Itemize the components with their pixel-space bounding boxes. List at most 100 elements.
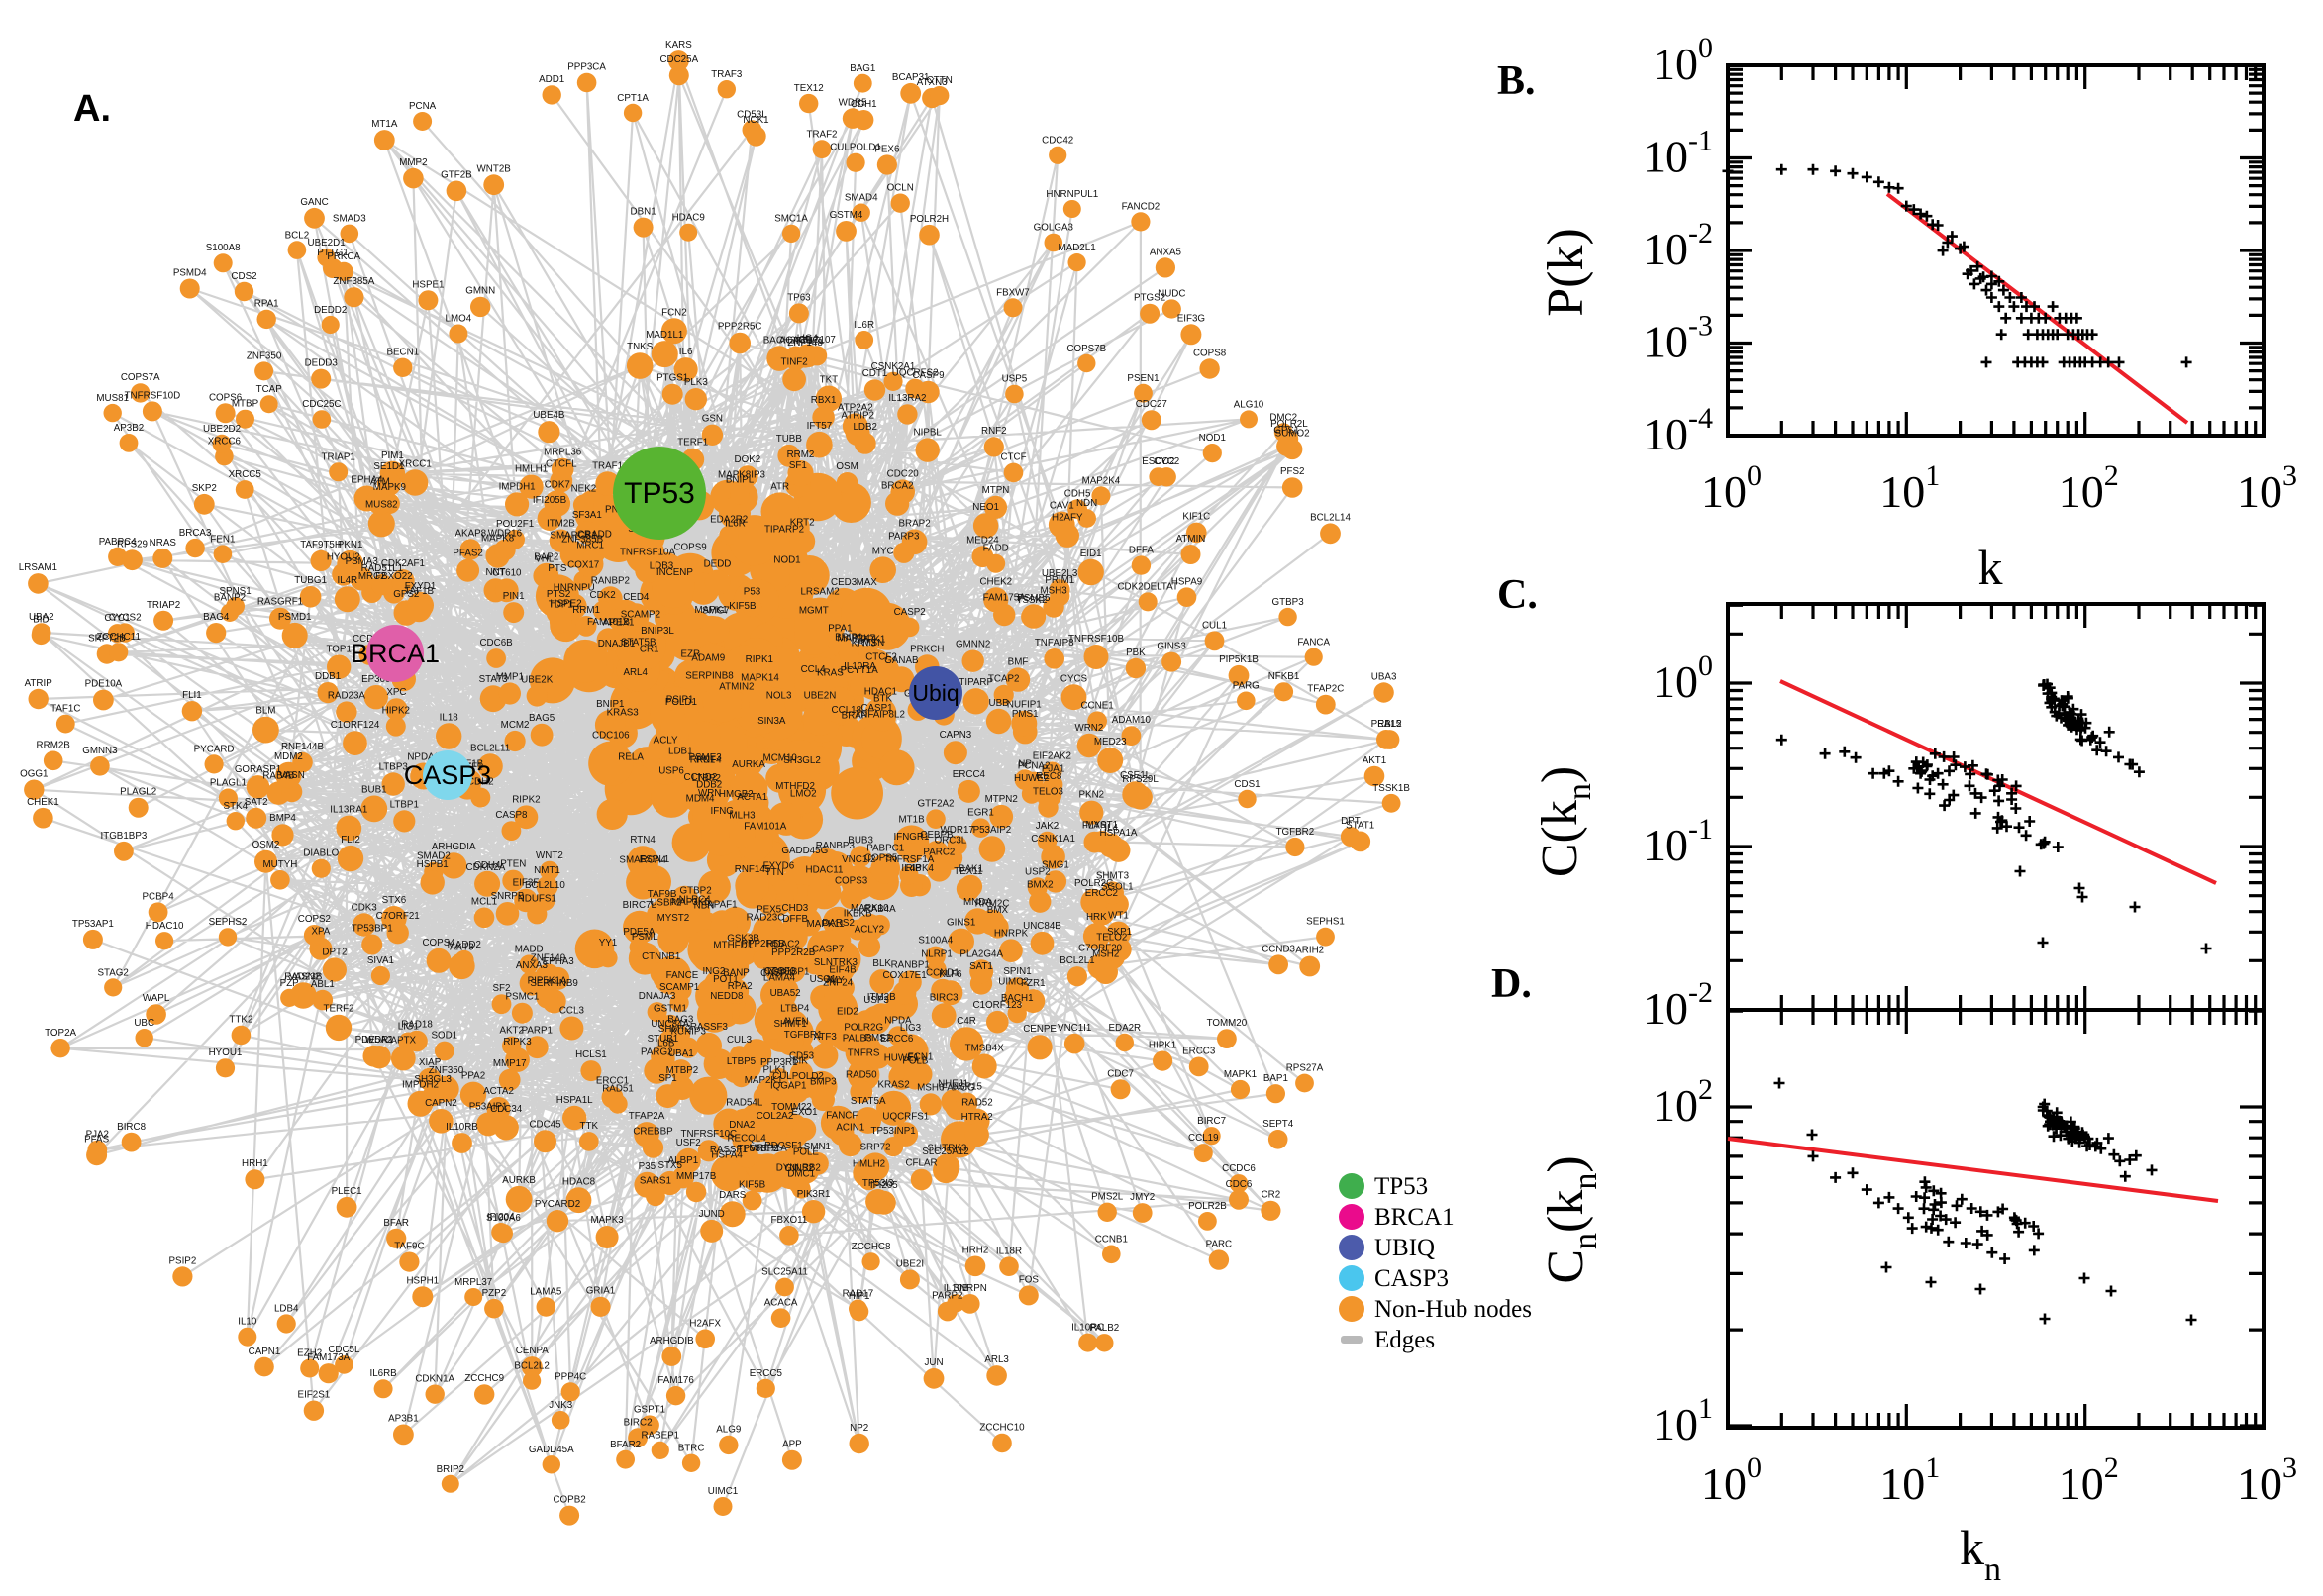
svg-text:MMP2: MMP2: [399, 157, 427, 168]
svg-text:APEX1: APEX1: [603, 618, 635, 629]
svg-text:IKBKB: IKBKB: [844, 909, 872, 920]
svg-text:BID: BID: [33, 615, 49, 626]
svg-text:NDUFS1: NDUFS1: [518, 893, 556, 904]
svg-text:PEX6: PEX6: [874, 144, 900, 154]
svg-text:KARS: KARS: [665, 40, 692, 50]
svg-text:TINF2: TINF2: [780, 356, 807, 367]
svg-text:SF1: SF1: [789, 460, 807, 471]
svg-text:HUWE1: HUWE1: [884, 1053, 919, 1064]
svg-text:CDC7: CDC7: [1107, 1068, 1134, 1079]
svg-text:ALG10: ALG10: [1234, 399, 1264, 410]
svg-text:WDR5: WDR5: [839, 97, 867, 108]
svg-text:COX17: COX17: [567, 560, 599, 571]
svg-text:PLAGL1: PLAGL1: [210, 778, 247, 789]
svg-text:ZCCHC11: ZCCHC11: [96, 632, 140, 643]
svg-text:STAG2: STAG2: [97, 967, 128, 978]
svg-text:CDK2AF1: CDK2AF1: [381, 558, 425, 569]
svg-text:SLNTRK3: SLNTRK3: [814, 957, 858, 968]
svg-text:IFI205B: IFI205B: [533, 495, 567, 506]
svg-text:CCDC5: CCDC5: [353, 634, 386, 645]
svg-text:GSN: GSN: [702, 414, 723, 425]
svg-text:RBX1: RBX1: [811, 395, 837, 406]
svg-text:EID1: EID1: [1080, 549, 1102, 559]
svg-text:TP63: TP63: [787, 292, 811, 303]
svg-text:CSNK2A1: CSNK2A1: [871, 361, 916, 372]
svg-text:FANCF: FANCF: [826, 1111, 858, 1122]
svg-text:SF3A1: SF3A1: [572, 510, 602, 521]
svg-text:PIK3R1: PIK3R1: [797, 1189, 831, 1200]
svg-text:IL18: IL18: [440, 712, 459, 723]
svg-text:CAV1: CAV1: [1050, 501, 1074, 512]
svg-text:MAD2L1: MAD2L1: [1059, 243, 1096, 253]
svg-text:DFFB: DFFB: [782, 914, 808, 925]
svg-text:PLK1: PLK1: [763, 1065, 787, 1076]
svg-text:PEA15: PEA15: [1371, 719, 1402, 730]
svg-text:MDM2: MDM2: [274, 751, 303, 762]
svg-text:IL10RC: IL10RC: [1071, 1323, 1104, 1334]
svg-text:CDC20: CDC20: [887, 469, 920, 480]
svg-text:POLD1: POLD1: [665, 697, 697, 708]
svg-text:ZNF385A: ZNF385A: [333, 276, 374, 287]
svg-text:TNFRSF10B: TNFRSF10B: [1068, 634, 1125, 645]
svg-text:CDT1: CDT1: [862, 368, 888, 379]
svg-text:PPA1: PPA1: [828, 624, 852, 635]
svg-text:TP53I3: TP53I3: [862, 1178, 894, 1189]
svg-text:GTF2B: GTF2B: [441, 170, 472, 181]
svg-text:COL2A2: COL2A2: [757, 1111, 794, 1122]
svg-text:RNF2: RNF2: [981, 426, 1007, 437]
svg-text:RELA: RELA: [618, 752, 644, 763]
svg-text:SRP72B: SRP72B: [88, 633, 126, 644]
svg-text:SEPHS2: SEPHS2: [209, 917, 248, 928]
svg-text:STK4: STK4: [224, 801, 249, 812]
svg-text:TTN: TTN: [765, 867, 784, 878]
svg-text:BANP2: BANP2: [214, 593, 246, 604]
svg-text:PYCARD: PYCARD: [194, 744, 235, 754]
svg-text:REC8: REC8: [1036, 771, 1062, 782]
svg-text:FXYD1: FXYD1: [405, 581, 437, 592]
svg-text:CDC106: CDC106: [592, 731, 630, 742]
svg-text:CDC5L: CDC5L: [328, 1345, 360, 1355]
svg-text:TNFRSF10A: TNFRSF10A: [620, 547, 676, 557]
svg-text:MLH3: MLH3: [729, 811, 756, 822]
svg-text:NOD1: NOD1: [1199, 433, 1226, 444]
svg-text:SMARCB1: SMARCB1: [550, 530, 596, 541]
svg-text:PFS2: PFS2: [1280, 466, 1305, 477]
svg-text:CDC42: CDC42: [1042, 136, 1073, 147]
svg-text:COPS5: COPS5: [864, 853, 898, 864]
svg-text:TOMM20: TOMM20: [1207, 1018, 1248, 1029]
svg-text:KRAS3: KRAS3: [607, 707, 640, 718]
svg-text:C.: C.: [1497, 572, 1538, 618]
svg-text:CEBPB: CEBPB: [920, 830, 954, 841]
svg-text:CENPE: CENPE: [1023, 1024, 1057, 1035]
svg-text:MSH2: MSH2: [1092, 948, 1119, 959]
svg-text:BAP2: BAP2: [534, 552, 558, 563]
svg-text:RNF4: RNF4: [696, 754, 722, 765]
svg-text:SIN3A: SIN3A: [758, 716, 786, 727]
svg-text:DPT2: DPT2: [322, 947, 347, 957]
svg-text:IFI205: IFI205: [870, 1180, 898, 1191]
svg-text:ATM: ATM: [370, 477, 390, 488]
svg-text:BRIP1: BRIP1: [835, 633, 862, 644]
svg-text:PSMD1: PSMD1: [278, 612, 312, 623]
svg-text:HNRNPUL1: HNRNPUL1: [1046, 189, 1098, 200]
svg-text:RAB4A: RAB4A: [864, 904, 897, 915]
svg-text:MRC2: MRC2: [358, 571, 386, 582]
svg-text:MAP2K4: MAP2K4: [1082, 475, 1121, 486]
svg-text:HDAC9: HDAC9: [672, 213, 705, 224]
svg-text:PSEN1: PSEN1: [1127, 373, 1159, 384]
svg-text:CASP1: CASP1: [860, 703, 892, 714]
svg-text:P53AIP1: P53AIP1: [469, 1101, 508, 1112]
svg-text:TUBB: TUBB: [776, 434, 803, 445]
svg-text:UBA52: UBA52: [770, 988, 801, 999]
svg-text:MAPK10: MAPK10: [851, 903, 889, 914]
svg-text:PMS2: PMS2: [864, 1033, 891, 1044]
svg-text:TRAF3: TRAF3: [711, 69, 743, 80]
svg-text:TNFAIP8L2: TNFAIP8L2: [855, 709, 905, 720]
svg-text:MSH6: MSH6: [917, 1082, 945, 1093]
svg-text:CRADD: CRADD: [577, 530, 612, 541]
svg-text:RAD23A: RAD23A: [328, 690, 366, 701]
svg-text:MAPK1: MAPK1: [1224, 1069, 1257, 1080]
svg-text:EDA2R2: EDA2R2: [710, 515, 748, 526]
svg-text:PZP: PZP: [280, 978, 300, 989]
svg-text:ITGB1BP3: ITGB1BP3: [100, 831, 147, 842]
